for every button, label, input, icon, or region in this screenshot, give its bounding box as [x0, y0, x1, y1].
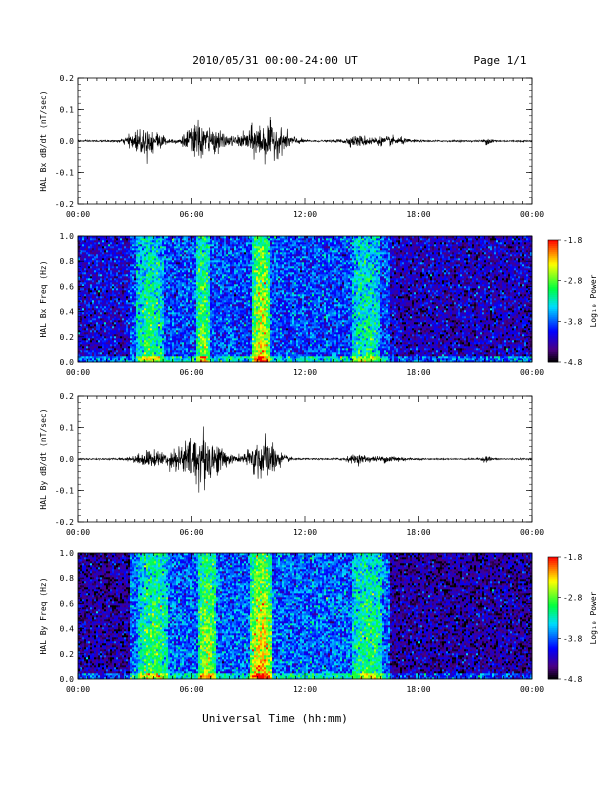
x-tick-label: 06:00 [179, 685, 203, 694]
x-tick-label: 00:00 [66, 210, 90, 219]
y-tick-label: -0.2 [55, 200, 74, 209]
y-tick-label: 0.8 [60, 574, 75, 583]
colorbar-tick-label: -4.8 [563, 675, 582, 684]
y-tick-label: 0.0 [60, 675, 75, 684]
y-tick-label: 1.0 [60, 232, 75, 241]
x-tick-label: 12:00 [293, 210, 317, 219]
y-tick-label: 0.4 [60, 308, 75, 317]
x-tick-label: 12:00 [293, 528, 317, 537]
colorbar-tick-label: -3.8 [563, 634, 582, 643]
x-tick-label: 18:00 [406, 528, 430, 537]
x-tick-label: 00:00 [66, 528, 90, 537]
y-tick-label: 0.1 [60, 106, 75, 115]
x-tick-label: 12:00 [293, 685, 317, 694]
y-tick-label: -0.1 [55, 169, 74, 178]
y-tick-label: 0.2 [60, 650, 75, 659]
x-tick-label: 00:00 [520, 368, 544, 377]
colorbar-tick-label: -1.8 [563, 236, 582, 245]
x-tick-label: 06:00 [179, 528, 203, 537]
x-tick-label: 18:00 [406, 368, 430, 377]
y-axis-label: HAL By dB/dt (nT/sec) [39, 408, 48, 509]
y-tick-label: 0.6 [60, 599, 75, 608]
colorbar-label: Log₁₀ Power [589, 274, 598, 327]
y-tick-label: 0.6 [60, 282, 75, 291]
x-tick-label: 00:00 [66, 685, 90, 694]
x-tick-label: 00:00 [520, 210, 544, 219]
y-tick-label: 0.2 [60, 74, 75, 83]
y-tick-label: 0.0 [60, 358, 75, 367]
colorbar-tick-label: -4.8 [563, 358, 582, 367]
y-tick-label: -0.2 [55, 518, 74, 527]
x-tick-label: 00:00 [66, 368, 90, 377]
y-tick-label: 1.0 [60, 549, 75, 558]
y-tick-label: 0.8 [60, 257, 75, 266]
y-tick-label: 0.2 [60, 392, 75, 401]
colorbar-label: Log₁₀ Power [589, 591, 598, 644]
y-tick-label: 0.2 [60, 333, 75, 342]
colorbar-tick-label: -3.8 [563, 317, 582, 326]
y-axis-label: HAL Bx Freq (Hz) [39, 260, 48, 337]
y-tick-label: 0.1 [60, 424, 75, 433]
x-tick-label: 06:00 [179, 210, 203, 219]
by-spectrogram-panel: 1.0 0.8 0.6 0.4 0.2 0.0 HAL By Freq (Hz) 00:00 0… [39, 549, 598, 694]
y-axis-label: HAL Bx dB/dt (nT/sec) [39, 90, 48, 191]
colorbar-tick-label: -2.8 [563, 594, 582, 603]
y-tick-label: 0.4 [60, 625, 75, 634]
x-tick-label: 18:00 [406, 685, 430, 694]
spectrogram-cells [78, 236, 532, 362]
y-tick-label: -0.1 [55, 487, 74, 496]
bx-spectrogram-panel: 1.0 0.8 0.6 0.4 0.2 0.0 HAL Bx Freq (Hz) 00:00 0… [39, 232, 598, 377]
x-tick-label: 00:00 [520, 685, 544, 694]
x-tick-label: 18:00 [406, 210, 430, 219]
x-tick-label: 12:00 [293, 368, 317, 377]
y-tick-label: 0.0 [60, 455, 75, 464]
x-axis-title: Universal Time (hh:mm) [202, 712, 348, 725]
y-axis-label: HAL By Freq (Hz) [39, 577, 48, 654]
date-range-title: 2010/05/31 00:00-24:00 UT [192, 54, 358, 67]
colorbar-tick-label: -1.8 [563, 553, 582, 562]
colorbar-tick-label: -2.8 [563, 277, 582, 286]
y-tick-label: 0.0 [60, 137, 75, 146]
page-indicator: Page 1/1 [474, 54, 527, 67]
spectrogram-cells [78, 553, 532, 679]
x-tick-label: 00:00 [520, 528, 544, 537]
x-tick-label: 06:00 [179, 368, 203, 377]
